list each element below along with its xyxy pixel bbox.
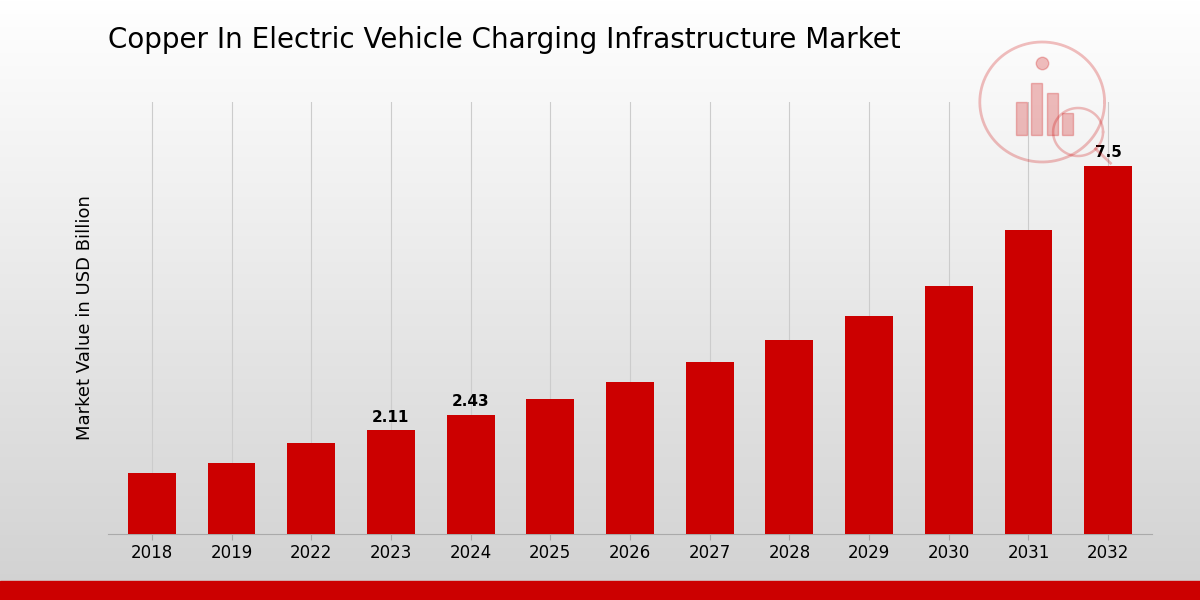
Text: 2.43: 2.43 [451, 394, 490, 409]
Text: 7.5: 7.5 [1094, 145, 1122, 160]
Bar [208, 463, 256, 534]
Bar [1031, 82, 1042, 135]
Bar [1085, 166, 1132, 534]
Bar [527, 399, 575, 534]
Bar [128, 473, 175, 534]
Bar [446, 415, 494, 534]
Bar [287, 443, 335, 534]
Bar [1004, 230, 1052, 534]
Bar [845, 316, 893, 534]
Bar [685, 362, 733, 534]
Bar [766, 340, 814, 534]
Bar [1062, 113, 1074, 135]
Text: 2.11: 2.11 [372, 410, 409, 425]
Bar [367, 430, 415, 534]
Bar [925, 286, 973, 534]
Bar [1046, 93, 1058, 135]
Text: Copper In Electric Vehicle Charging Infrastructure Market: Copper In Electric Vehicle Charging Infr… [108, 26, 901, 54]
Y-axis label: Market Value in USD Billion: Market Value in USD Billion [76, 196, 94, 440]
Bar [606, 382, 654, 534]
Bar [1015, 102, 1027, 135]
